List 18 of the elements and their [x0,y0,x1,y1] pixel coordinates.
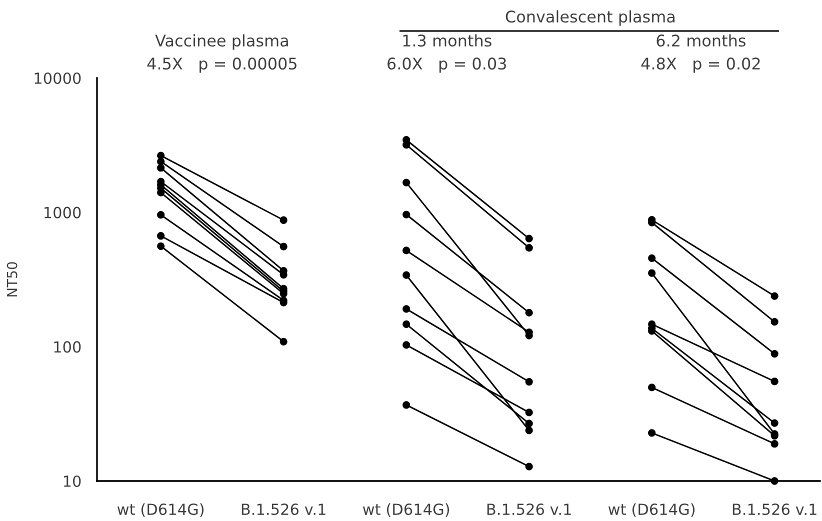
x-tick-label: B.1.526 v.1 [732,503,816,516]
text: 4.8X p = 0.02 [641,58,760,73]
x-tick-label: wt (D614G) [117,503,204,517]
x-tick-label: wt (D614G) [608,503,695,517]
text: 6.0X p = 0.03 [388,58,506,73]
x-tick-label: B.1.526 v.1 [487,503,571,516]
text: 1.3 months [403,34,492,47]
x-tick-label: B.1.526 v.1 [242,503,326,516]
x-tick-label: wt (D614G) [362,503,450,517]
text: 6.2 months [656,34,746,47]
y-tick-label: 10 [64,475,81,488]
y-tick-label: 1000 [44,206,81,218]
text: 4.5X p = 0.00005 [147,58,296,73]
y-axis-title: NT50 [6,262,18,296]
y-tick-label: 10000 [34,72,81,84]
y-tick-label: 100 [54,341,81,353]
text: Vaccinee plasma [155,34,288,50]
text: Convalescent plasma [506,10,674,26]
